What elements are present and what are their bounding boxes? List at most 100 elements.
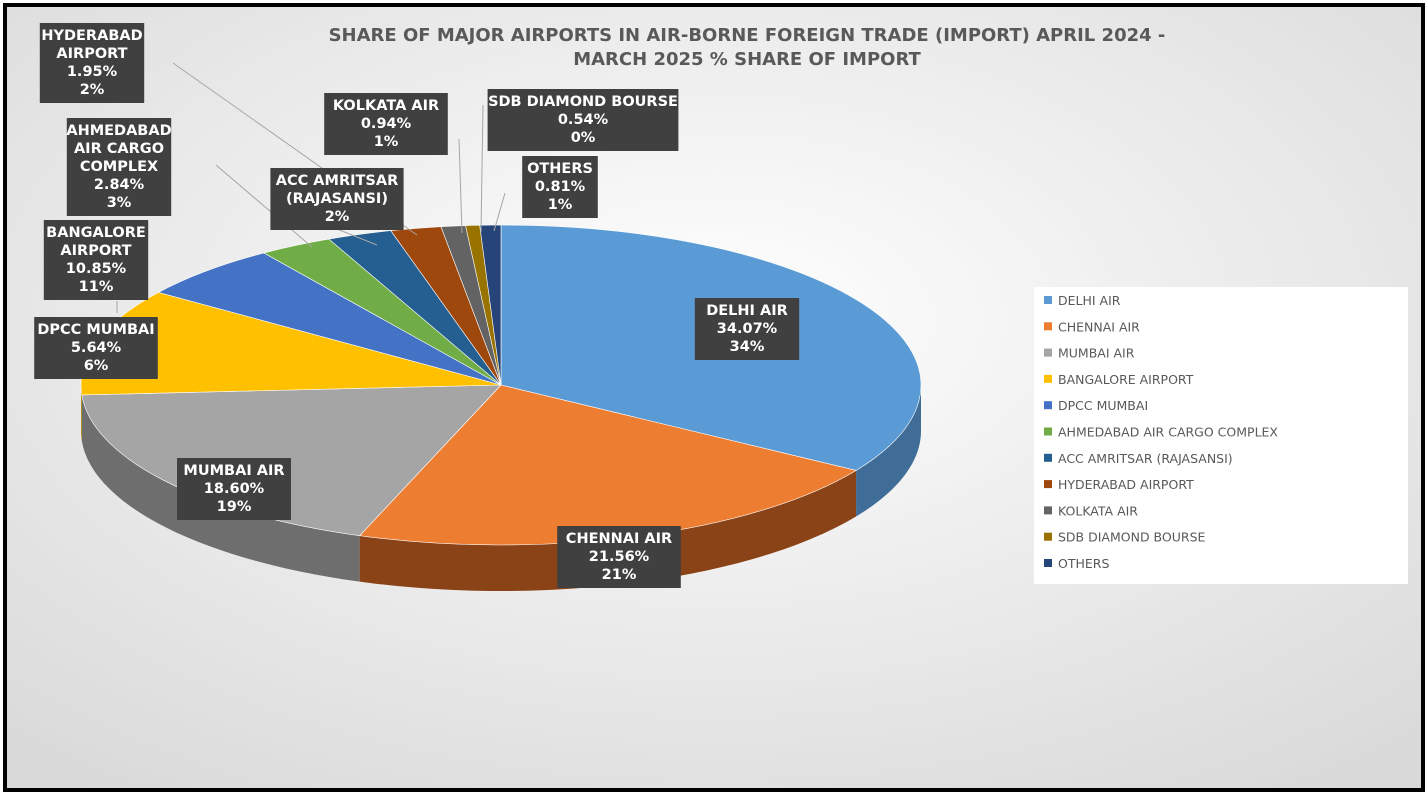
data-label-text: MUMBAI AIR — [183, 463, 284, 479]
data-label-kolkata-air: KOLKATA AIR 0.94% 1% — [324, 93, 448, 155]
data-label-text: 11% — [79, 279, 114, 295]
legend-swatch — [1044, 453, 1052, 462]
slice-side-bangalore-airport — [81, 385, 82, 441]
data-label-box — [324, 93, 448, 155]
legend-item-ahmedabad-air-cargo-complex: AHMEDABAD AIR CARGO COMPLEX — [1044, 425, 1278, 440]
legend-label: DPCC MUMBAI — [1058, 398, 1148, 413]
data-label-box — [557, 526, 681, 588]
data-labels: DELHI AIR 34.07% 34% CHENNAI AIR 21.56% 21% MU… — [34, 23, 800, 588]
data-label-text: 6% — [84, 358, 109, 374]
data-label-box — [522, 156, 598, 218]
legend-label: DELHI AIR — [1058, 293, 1121, 308]
legend-label: BANGALORE AIRPORT — [1058, 372, 1194, 387]
legend-item-chennai-air: CHENNAI AIR — [1044, 319, 1140, 334]
data-label-text: OTHERS — [527, 161, 593, 177]
data-label-text: 0.81% — [535, 179, 586, 195]
data-label-text: 19% — [217, 499, 252, 515]
chart-title-line-2: MARCH 2025 % SHARE OF IMPORT — [573, 49, 921, 70]
data-label-box — [66, 118, 172, 216]
legend-label: AHMEDABAD AIR CARGO COMPLEX — [1058, 425, 1278, 440]
legend-item-sdb-diamond-bourse: SDB DIAMOND BOURSE — [1044, 530, 1206, 545]
legend-label: ACC AMRITSAR (RAJASANSI) — [1058, 451, 1233, 466]
data-label-text: BANGALORE — [46, 225, 146, 241]
legend-swatch — [1044, 427, 1052, 436]
legend-swatch — [1044, 559, 1052, 567]
slice-side-delhi-air — [856, 385, 921, 517]
slice-dpcc-mumbai — [157, 252, 502, 386]
leader-others — [493, 192, 506, 232]
chart-title: SHARE OF MAJOR AIRPORTS IN AIR-BORNE FOR… — [329, 25, 1166, 70]
data-label-text: 2.84% — [94, 177, 145, 193]
data-label-box — [487, 89, 679, 151]
data-label-text: AIR CARGO — [74, 141, 164, 157]
data-label-box — [694, 298, 800, 360]
data-label-others: OTHERS 0.81% 1% — [522, 156, 598, 218]
legend-swatch — [1044, 348, 1052, 357]
legend-label: KOLKATA AIR — [1058, 503, 1138, 518]
legend-swatch — [1044, 506, 1052, 515]
data-label-text: CHENNAI AIR — [566, 531, 672, 547]
legend-swatch — [1044, 480, 1052, 489]
legend-label: OTHERS — [1058, 556, 1109, 571]
slice-side-mumbai-air — [81, 394, 360, 582]
data-label-box — [270, 168, 404, 230]
legend-item-kolkata-air: KOLKATA AIR — [1044, 503, 1138, 518]
legend-item-dpcc-mumbai: DPCC MUMBAI — [1044, 398, 1148, 413]
legend-box — [1034, 287, 1408, 584]
legend-label: CHENNAI AIR — [1058, 319, 1140, 334]
legend-item-delhi-air: DELHI AIR — [1044, 293, 1121, 308]
data-label-hyderabad-airport: HYDERABAD AIRPORT 1.95% 2% — [39, 23, 145, 103]
chart-legend: DELHI AIR CHENNAI AIR MUMBAI AIR BANGALORE … — [1034, 287, 1408, 584]
legend-swatch — [1044, 374, 1052, 383]
data-label-text: DELHI AIR — [706, 303, 788, 319]
data-label-text: 2% — [80, 82, 105, 98]
data-label-chennai-air: CHENNAI AIR 21.56% 21% — [557, 526, 681, 588]
data-label-text: 1% — [548, 197, 573, 213]
data-label-bangalore-airport: BANGALORE AIRPORT 10.85% 11% — [43, 220, 149, 300]
data-label-text: 2% — [325, 209, 350, 225]
data-label-text: 3% — [107, 195, 132, 211]
data-label-text: DPCC MUMBAI — [37, 322, 154, 338]
legend-swatch — [1044, 532, 1052, 541]
legend-label: MUMBAI AIR — [1058, 346, 1135, 361]
data-label-box — [34, 317, 158, 379]
leader-ahmedabad-air-cargo-complex — [215, 164, 313, 248]
data-label-text: COMPLEX — [80, 159, 158, 175]
legend-label: SDB DIAMOND BOURSE — [1058, 530, 1206, 545]
data-label-text: 21% — [602, 567, 637, 583]
chart-frame: SHARE OF MAJOR AIRPORTS IN AIR-BORNE FOR… — [3, 3, 1425, 792]
data-label-text: (RAJASANSI) — [286, 191, 388, 207]
data-label-text: 0.94% — [361, 116, 412, 132]
data-label-text: SDB DIAMOND BOURSE — [488, 94, 678, 110]
data-label-ahmedabad-air-cargo-complex: AHMEDABAD AIR CARGO COMPLEX 2.84% 3% — [66, 118, 172, 216]
data-label-text: 1% — [374, 134, 399, 150]
data-label-text: 0% — [571, 130, 596, 146]
data-label-delhi-air: DELHI AIR 34.07% 34% — [694, 298, 800, 360]
legend-swatch — [1044, 296, 1052, 304]
data-label-box — [43, 220, 149, 300]
data-label-text: AIRPORT — [56, 46, 127, 62]
pie-side-walls — [81, 385, 921, 591]
data-label-box — [177, 458, 291, 520]
legend-label: HYDERABAD AIRPORT — [1058, 477, 1194, 492]
data-label-sdb-diamond-bourse: SDB DIAMOND BOURSE 0.54% 0% — [487, 89, 679, 151]
legend-item-bangalore-airport: BANGALORE AIRPORT — [1044, 372, 1194, 387]
leader-kolkata-air — [458, 138, 463, 234]
legend-item-others: OTHERS — [1044, 556, 1109, 571]
data-label-text: 10.85% — [66, 261, 127, 277]
data-label-text: 18.60% — [204, 481, 265, 497]
legend-item-mumbai-air: MUMBAI AIR — [1044, 346, 1135, 361]
legend-swatch — [1044, 401, 1052, 410]
data-label-box — [39, 23, 145, 103]
data-label-text: ACC AMRITSAR — [276, 173, 399, 189]
data-label-mumbai-air: MUMBAI AIR 18.60% 19% — [177, 458, 291, 520]
pie-chart: SHARE OF MAJOR AIRPORTS IN AIR-BORNE FOR… — [7, 7, 1421, 788]
data-label-dpcc-mumbai: DPCC MUMBAI 5.64% 6% — [34, 317, 158, 379]
legend-item-acc-amritsar-rajasansi: ACC AMRITSAR (RAJASANSI) — [1044, 451, 1233, 466]
data-label-text: 5.64% — [71, 340, 122, 356]
data-label-text: 34% — [730, 339, 765, 355]
data-label-text: KOLKATA AIR — [333, 98, 439, 114]
data-label-text: AHMEDABAD — [66, 123, 171, 139]
leader-acc-amritsar-rajasansi — [336, 228, 378, 246]
data-label-text: HYDERABAD — [41, 28, 142, 44]
